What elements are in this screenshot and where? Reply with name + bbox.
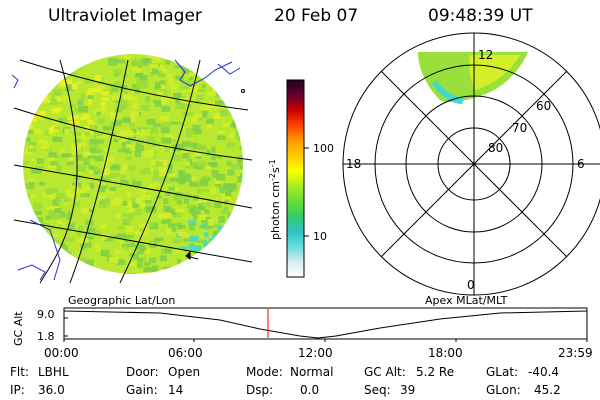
seq-label: Seq: bbox=[364, 383, 391, 397]
glat-label: GLat: bbox=[486, 365, 519, 379]
color-bar-label-100: 100 bbox=[313, 142, 334, 155]
door-value: Open bbox=[168, 365, 201, 379]
door-label: Door: bbox=[126, 365, 159, 379]
seq-value: 39 bbox=[400, 383, 416, 397]
mode-value: Normal bbox=[290, 365, 334, 379]
flt-value: LBHL bbox=[38, 365, 69, 379]
mode-label: Mode: bbox=[246, 365, 283, 379]
subsatellite-arrow bbox=[185, 250, 199, 260]
timeline-right-label: Apex MLat/MLT bbox=[425, 294, 508, 307]
timeline-y-tick-low: 1.8 bbox=[37, 330, 55, 343]
ip-label: IP: bbox=[10, 383, 25, 397]
timeline-x-2359: 23:59 bbox=[558, 346, 593, 360]
gain-value: 14 bbox=[168, 383, 184, 397]
timeline-left-label: Geographic Lat/Lon bbox=[68, 294, 175, 307]
timeline-x-ticks bbox=[63, 339, 588, 342]
polar-mlt-12: 12 bbox=[478, 48, 493, 62]
glon-value: 45.2 bbox=[534, 383, 561, 397]
gc-alt-label: GC Alt: bbox=[364, 365, 406, 379]
color-bar: 100 10 photon cm-2s-1 bbox=[268, 79, 334, 278]
polar-mlt-18: 18 bbox=[346, 157, 361, 171]
geographic-image-panel bbox=[12, 54, 252, 283]
coastline bbox=[12, 59, 241, 281]
glat-value: -40.4 bbox=[528, 365, 560, 379]
timeline-y-title: GC Alt bbox=[12, 311, 25, 346]
ip-value: 36.0 bbox=[38, 383, 65, 397]
timeline-x-1200: 12:00 bbox=[298, 346, 333, 360]
polar-plot: 80 70 60 12 0 18 6 bbox=[342, 32, 600, 296]
timeline-x-1800: 18:00 bbox=[428, 346, 463, 360]
gc-alt-value: 5.2 Re bbox=[416, 365, 455, 379]
glon-label: GLon: bbox=[486, 383, 521, 397]
polar-lat-80: 80 bbox=[488, 141, 503, 155]
polar-lat-70: 70 bbox=[512, 121, 527, 135]
lat-lon-grid bbox=[13, 59, 252, 283]
timeline-x-0600: 06:00 bbox=[168, 346, 203, 360]
color-bar-scale bbox=[286, 79, 305, 278]
instrument-title: Ultraviolet Imager bbox=[48, 6, 202, 26]
dsp-label: Dsp: bbox=[246, 383, 274, 397]
polar-mlt-6: 6 bbox=[577, 157, 585, 171]
color-bar-label-10: 10 bbox=[313, 230, 327, 243]
polar-lat-60: 60 bbox=[536, 99, 551, 113]
polar-grid bbox=[342, 32, 600, 296]
dsp-value: 0.0 bbox=[300, 383, 320, 397]
timeline-y-tick-high: 9.0 bbox=[37, 308, 55, 321]
polar-mlt-0: 0 bbox=[467, 278, 475, 292]
color-bar-unit: photon cm-2s-1 bbox=[268, 159, 282, 240]
altitude-curve bbox=[63, 310, 588, 339]
gain-label: Gain: bbox=[126, 383, 158, 397]
time-label: 09:48:39 UT bbox=[428, 6, 533, 26]
flt-label: Flt: bbox=[10, 365, 29, 379]
timeline-x-0000: 00:00 bbox=[44, 346, 79, 360]
moon-dot bbox=[241, 89, 245, 93]
altitude-timeline: Geographic Lat/Lon Apex MLat/MLT GC Alt … bbox=[12, 294, 593, 360]
date-label: 20 Feb 07 bbox=[274, 6, 359, 26]
